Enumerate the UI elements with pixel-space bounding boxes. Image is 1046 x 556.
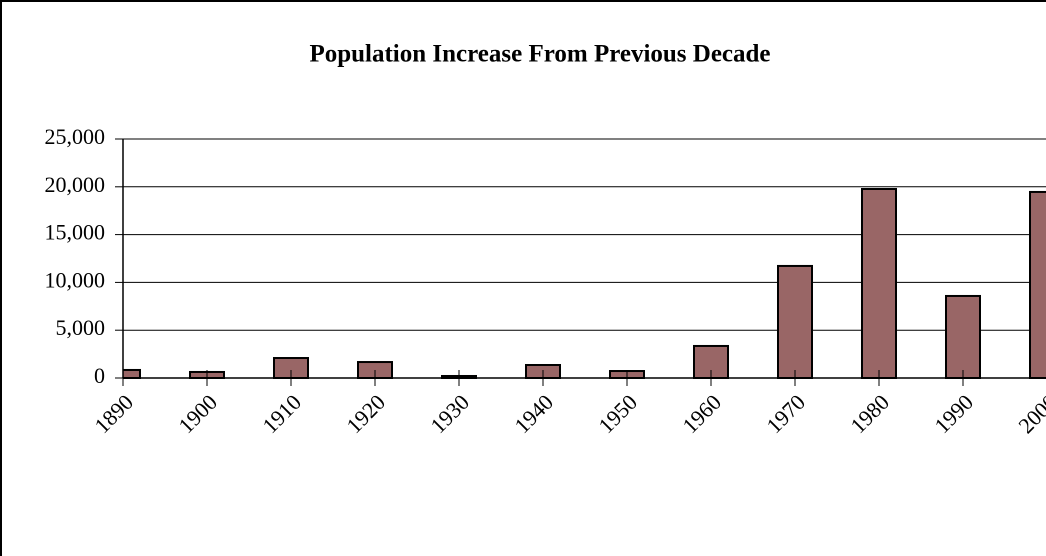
bar xyxy=(777,264,813,379)
bar xyxy=(861,187,897,379)
y-tick-label: 25,000 xyxy=(45,124,106,149)
bar xyxy=(1029,190,1046,379)
chart-title: Population Increase From Previous Decade xyxy=(309,41,770,68)
bar xyxy=(945,294,981,379)
y-tick-label: 15,000 xyxy=(45,220,106,245)
bar xyxy=(123,368,141,380)
y-tick-label: 0 xyxy=(94,363,105,388)
y-tick-label: 20,000 xyxy=(45,172,106,197)
y-tick-label: 5,000 xyxy=(56,315,106,340)
y-tick-label: 10,000 xyxy=(45,267,106,292)
